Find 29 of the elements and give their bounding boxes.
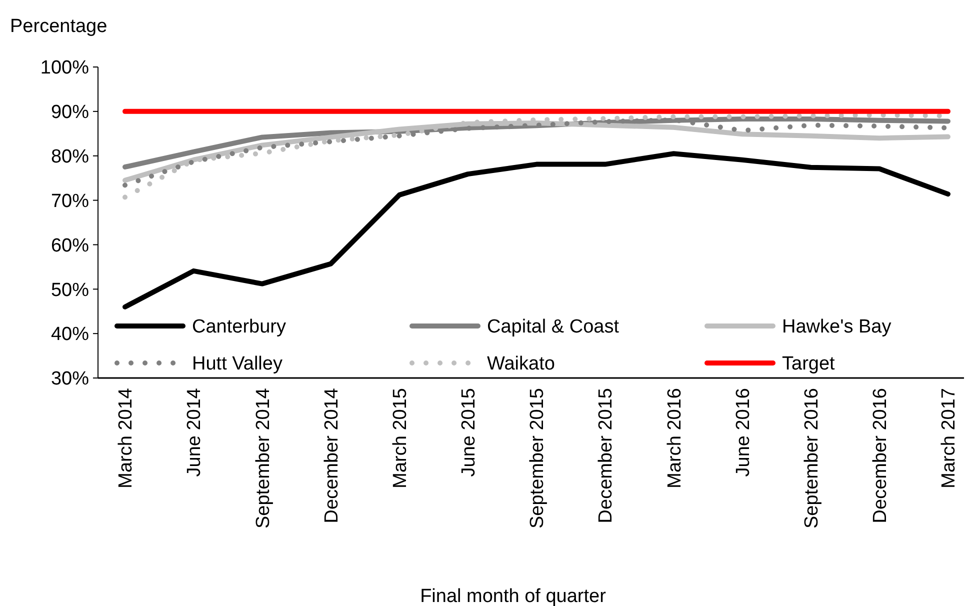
x-tick-label: June 2014	[184, 388, 206, 477]
y-tick-label: 90%	[50, 102, 90, 124]
x-tick-label: December 2015	[596, 388, 617, 524]
y-tick-label: 70%	[50, 190, 90, 212]
legend-label: Capital & Coast	[487, 316, 620, 338]
x-tick-label: June 2015	[458, 388, 480, 477]
legend-label: Waikato	[487, 354, 555, 375]
x-tick-label: September 2015	[527, 388, 548, 528]
legend-label: Target	[782, 354, 836, 375]
x-tick-label: March 2015	[390, 388, 411, 488]
y-tick-label: 40%	[50, 324, 90, 346]
x-tick-label: December 2014	[321, 388, 342, 524]
y-tick-label: 100%	[40, 58, 90, 79]
legend-label: Hutt Valley	[192, 354, 283, 375]
x-tick-label: September 2016	[801, 388, 822, 528]
y-axis-title: Percentage	[10, 16, 108, 37]
x-tick-label: June 2016	[732, 388, 754, 477]
x-axis-title: Final month of quarter	[420, 586, 607, 606]
x-tick-label: September 2014	[252, 388, 274, 528]
x-tick-label: March 2017	[938, 388, 960, 488]
x-tick-label: December 2016	[870, 388, 892, 524]
legend-label: Canterbury	[192, 316, 286, 338]
y-tick-label: 60%	[50, 235, 90, 256]
y-tick-label: 80%	[50, 146, 90, 168]
x-tick-label: March 2016	[664, 388, 686, 488]
y-tick-label: 50%	[50, 280, 90, 301]
y-tick-label: 30%	[50, 368, 90, 390]
x-tick-label: March 2014	[116, 388, 137, 488]
legend-label: Hawke's Bay	[782, 316, 892, 338]
